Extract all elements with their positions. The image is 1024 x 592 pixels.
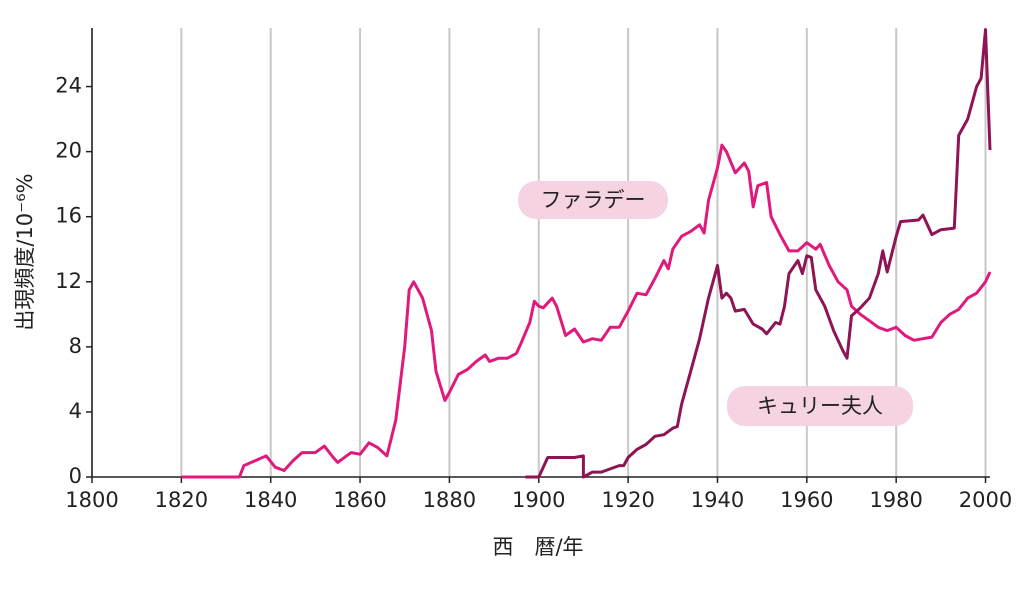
x-tick-label: 1940 — [691, 488, 744, 512]
series-line — [525, 28, 992, 479]
y-axis-label: 出現頻度/10⁻⁶% — [13, 173, 37, 330]
x-tick-label: 1800 — [65, 488, 118, 512]
x-tick-label: 1920 — [601, 488, 654, 512]
x-tick-label: 1820 — [155, 488, 208, 512]
legend-box — [727, 386, 913, 426]
series-line — [181, 143, 992, 479]
legend-box — [518, 181, 668, 219]
x-tick-label: 1900 — [512, 488, 565, 512]
x-tick-label: 1980 — [869, 488, 922, 512]
y-tick-label: 12 — [55, 269, 82, 293]
x-tick-label: 1880 — [423, 488, 476, 512]
x-tick-label: 1960 — [780, 488, 833, 512]
y-tick-label: 0 — [69, 464, 82, 488]
y-tick-label: 16 — [55, 204, 82, 228]
y-tick-label: 8 — [69, 334, 82, 358]
x-tick-label: 1840 — [244, 488, 297, 512]
legend-label: ファラデー — [541, 188, 646, 212]
y-tick-label: 24 — [55, 74, 82, 98]
x-tick-label: 1860 — [333, 488, 386, 512]
legend-label: キュリー夫人 — [757, 394, 883, 418]
x-tick-label: 2000 — [959, 488, 1012, 512]
y-tick-label: 20 — [55, 139, 82, 163]
x-axis-label: 西 暦/年 — [492, 535, 583, 559]
y-tick-label: 4 — [69, 399, 82, 423]
